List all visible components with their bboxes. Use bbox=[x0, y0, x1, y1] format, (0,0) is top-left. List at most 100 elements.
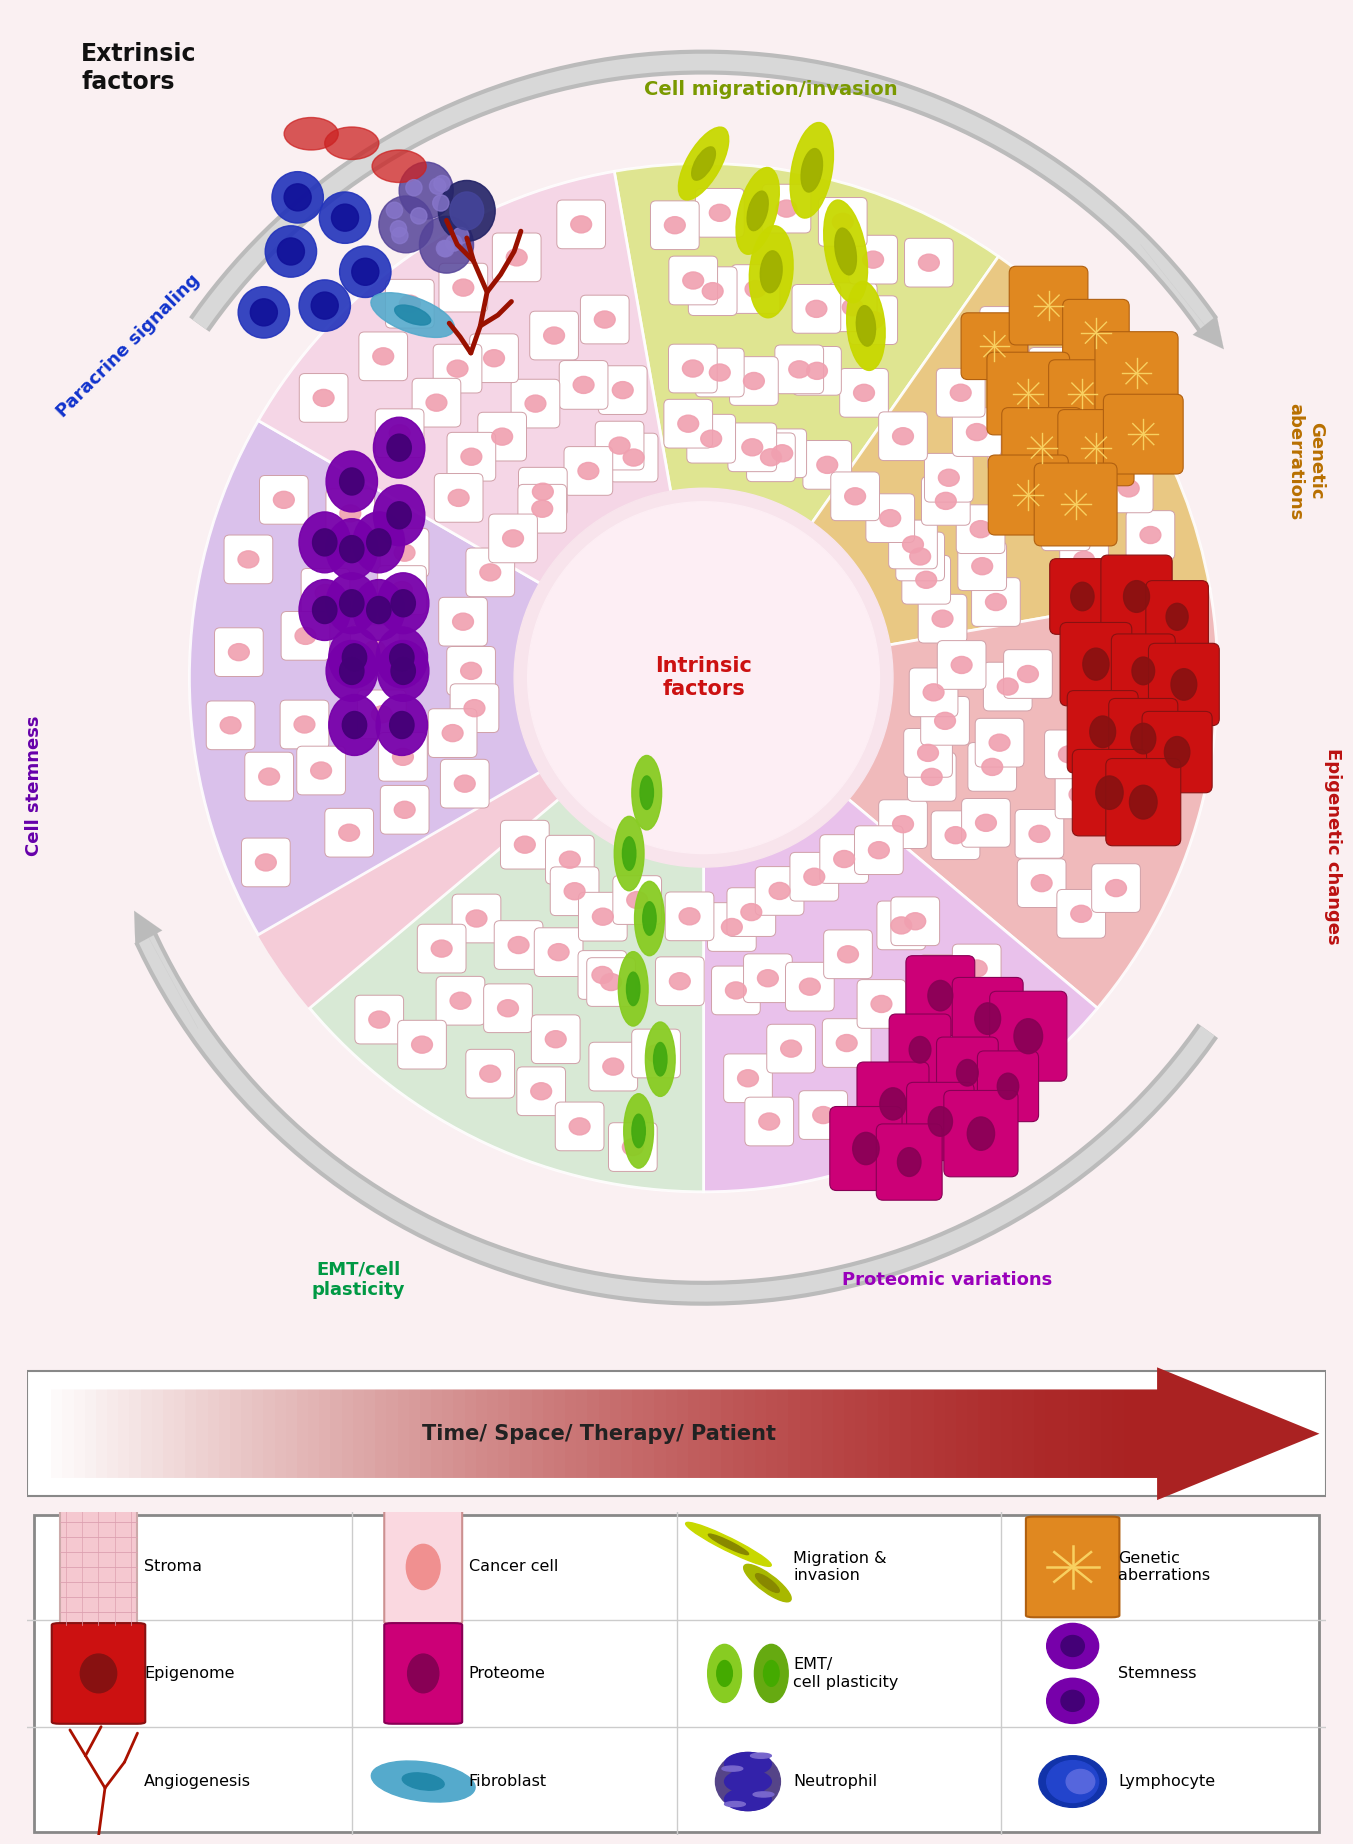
Ellipse shape bbox=[1069, 393, 1089, 409]
FancyBboxPatch shape bbox=[984, 662, 1032, 712]
FancyBboxPatch shape bbox=[492, 232, 541, 282]
Bar bbox=[230, 1390, 241, 1479]
Ellipse shape bbox=[664, 218, 685, 234]
Bar bbox=[732, 1390, 744, 1479]
FancyBboxPatch shape bbox=[580, 295, 629, 343]
Ellipse shape bbox=[951, 656, 971, 673]
FancyBboxPatch shape bbox=[51, 1623, 145, 1724]
FancyBboxPatch shape bbox=[465, 548, 514, 597]
Ellipse shape bbox=[725, 981, 747, 999]
Ellipse shape bbox=[758, 970, 778, 987]
FancyBboxPatch shape bbox=[1069, 686, 1118, 736]
Ellipse shape bbox=[1130, 786, 1157, 819]
FancyBboxPatch shape bbox=[555, 1103, 603, 1151]
Ellipse shape bbox=[989, 734, 1009, 751]
Ellipse shape bbox=[709, 363, 731, 382]
Ellipse shape bbox=[869, 841, 889, 859]
FancyBboxPatch shape bbox=[877, 1123, 942, 1200]
Ellipse shape bbox=[708, 1645, 741, 1702]
FancyBboxPatch shape bbox=[452, 894, 501, 942]
Ellipse shape bbox=[373, 485, 425, 546]
Ellipse shape bbox=[691, 148, 716, 181]
FancyBboxPatch shape bbox=[724, 1055, 773, 1103]
Ellipse shape bbox=[449, 192, 484, 230]
FancyBboxPatch shape bbox=[441, 760, 490, 808]
Bar bbox=[1057, 1390, 1068, 1479]
FancyBboxPatch shape bbox=[829, 1106, 902, 1191]
Bar bbox=[900, 1390, 912, 1479]
Ellipse shape bbox=[593, 966, 613, 983]
Ellipse shape bbox=[946, 826, 966, 845]
Ellipse shape bbox=[299, 280, 350, 332]
Ellipse shape bbox=[971, 557, 993, 575]
Ellipse shape bbox=[813, 1106, 833, 1123]
Ellipse shape bbox=[432, 940, 452, 957]
Ellipse shape bbox=[993, 323, 1015, 339]
FancyBboxPatch shape bbox=[889, 1071, 938, 1121]
Ellipse shape bbox=[80, 1654, 116, 1693]
FancyBboxPatch shape bbox=[532, 1014, 580, 1064]
Ellipse shape bbox=[613, 382, 633, 398]
Ellipse shape bbox=[721, 918, 743, 935]
Ellipse shape bbox=[399, 295, 421, 312]
FancyBboxPatch shape bbox=[727, 887, 775, 937]
Ellipse shape bbox=[921, 769, 942, 786]
Bar bbox=[1091, 1390, 1101, 1479]
Ellipse shape bbox=[483, 350, 505, 367]
FancyBboxPatch shape bbox=[905, 238, 954, 288]
Ellipse shape bbox=[371, 1761, 475, 1802]
FancyBboxPatch shape bbox=[613, 876, 662, 924]
Ellipse shape bbox=[844, 489, 866, 505]
Ellipse shape bbox=[256, 854, 276, 870]
Ellipse shape bbox=[741, 439, 763, 455]
Ellipse shape bbox=[394, 544, 415, 561]
FancyBboxPatch shape bbox=[1062, 299, 1130, 365]
Ellipse shape bbox=[491, 428, 513, 444]
Ellipse shape bbox=[632, 756, 662, 830]
FancyBboxPatch shape bbox=[1050, 559, 1115, 634]
FancyBboxPatch shape bbox=[977, 1051, 1039, 1121]
Ellipse shape bbox=[1055, 518, 1076, 535]
Ellipse shape bbox=[741, 904, 762, 920]
Ellipse shape bbox=[709, 1534, 748, 1554]
Text: Time/ Space/ Therapy/ Patient: Time/ Space/ Therapy/ Patient bbox=[422, 1424, 775, 1444]
FancyBboxPatch shape bbox=[302, 568, 350, 618]
FancyBboxPatch shape bbox=[1070, 431, 1119, 479]
Bar bbox=[1101, 1390, 1112, 1479]
FancyBboxPatch shape bbox=[907, 1082, 974, 1160]
Ellipse shape bbox=[624, 1093, 653, 1167]
FancyBboxPatch shape bbox=[980, 306, 1028, 356]
Ellipse shape bbox=[744, 372, 764, 389]
Circle shape bbox=[392, 227, 409, 243]
FancyBboxPatch shape bbox=[1149, 644, 1219, 725]
Ellipse shape bbox=[391, 590, 415, 616]
Ellipse shape bbox=[353, 513, 405, 573]
Text: Angiogenesis: Angiogenesis bbox=[143, 1774, 250, 1789]
Text: EMT/
cell plasticity: EMT/ cell plasticity bbox=[793, 1658, 898, 1689]
Ellipse shape bbox=[950, 384, 971, 402]
Ellipse shape bbox=[340, 245, 391, 297]
Ellipse shape bbox=[686, 1523, 771, 1566]
Ellipse shape bbox=[928, 981, 953, 1011]
FancyBboxPatch shape bbox=[938, 640, 986, 690]
FancyBboxPatch shape bbox=[325, 808, 373, 857]
Circle shape bbox=[433, 195, 449, 210]
Bar bbox=[364, 1390, 375, 1479]
Bar bbox=[241, 1390, 252, 1479]
FancyBboxPatch shape bbox=[517, 1068, 566, 1116]
FancyBboxPatch shape bbox=[380, 786, 429, 833]
FancyBboxPatch shape bbox=[1055, 376, 1104, 424]
FancyBboxPatch shape bbox=[551, 867, 599, 916]
Ellipse shape bbox=[777, 201, 797, 218]
Ellipse shape bbox=[1031, 874, 1053, 892]
Bar bbox=[387, 1390, 398, 1479]
FancyBboxPatch shape bbox=[564, 446, 613, 496]
Ellipse shape bbox=[1155, 717, 1176, 734]
Ellipse shape bbox=[985, 594, 1007, 610]
Ellipse shape bbox=[340, 468, 364, 494]
Bar bbox=[610, 1390, 621, 1479]
FancyBboxPatch shape bbox=[241, 837, 290, 887]
Ellipse shape bbox=[737, 1070, 759, 1086]
Bar bbox=[73, 1390, 85, 1479]
FancyBboxPatch shape bbox=[790, 852, 839, 902]
